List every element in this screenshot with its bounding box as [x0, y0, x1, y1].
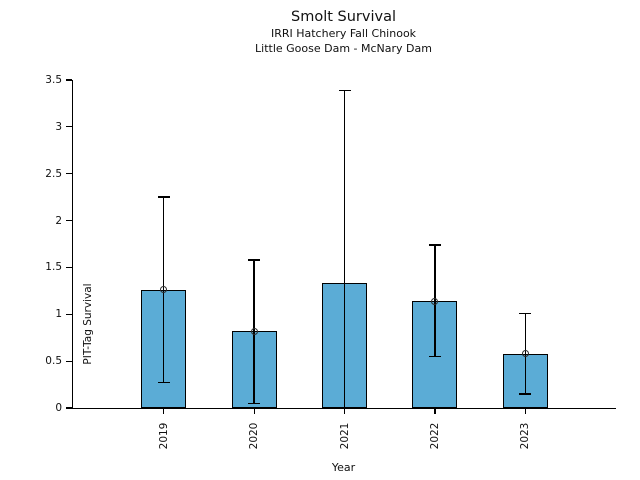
y-axis-label-text: PIT-Tag Survival — [82, 283, 94, 365]
x-tick — [163, 409, 165, 414]
y-tick-label: 3.5 — [45, 74, 62, 86]
error-bar-cap-top — [338, 89, 351, 91]
point-marker — [160, 286, 168, 294]
error-bar-cap-top — [428, 244, 441, 246]
x-tick — [524, 409, 526, 414]
y-tick-label: 0 — [55, 402, 62, 414]
point-marker — [431, 297, 439, 305]
chart-title: Smolt Survival — [291, 9, 396, 25]
error-bar-cap-bottom — [248, 402, 261, 404]
x-tick — [343, 409, 346, 414]
x-tick-label-text: 2019 — [157, 422, 170, 450]
error-bar-cap-bottom — [428, 355, 441, 358]
y-tick — [66, 407, 72, 409]
y-tick — [66, 360, 72, 362]
error-bar-cap-top — [519, 312, 532, 315]
y-tick — [66, 266, 72, 269]
x-tick-label-text: 2020 — [248, 422, 261, 450]
x-tick-label-text: 2022 — [428, 422, 441, 450]
point-marker — [250, 327, 258, 335]
y-tick — [66, 313, 72, 315]
chart-subtitle-line1: IRRI Hatchery Fall Chinook — [270, 27, 417, 40]
y-tick — [66, 173, 72, 175]
plot-area: PIT-Tag Survival — [72, 80, 616, 409]
y-tick-label: 3 — [55, 120, 62, 133]
error-bar-line — [343, 90, 346, 408]
y-tick — [66, 79, 72, 81]
x-tick — [434, 409, 436, 414]
y-tick-label: 1.5 — [45, 261, 62, 274]
y-tick-label: 2.5 — [45, 167, 62, 180]
y-tick-label: 1 — [55, 308, 62, 321]
error-bar-cap-bottom — [157, 381, 170, 384]
y-tick-label: 0.5 — [45, 355, 62, 368]
x-tick-label-text: 2023 — [519, 422, 532, 450]
error-bar-cap-top — [157, 196, 170, 198]
error-bar-cap-top — [248, 259, 261, 261]
y-tick — [66, 126, 72, 128]
x-tick-label-text: 2021 — [338, 422, 351, 450]
chart-subtitle-line2: Little Goose Dam - McNary Dam — [255, 42, 432, 55]
error-bar-cap-bottom — [519, 393, 532, 395]
x-axis-label: Year — [331, 461, 356, 474]
point-marker — [521, 350, 529, 358]
y-tick-label: 2 — [55, 214, 62, 227]
x-tick — [253, 409, 255, 414]
y-tick — [66, 219, 72, 222]
